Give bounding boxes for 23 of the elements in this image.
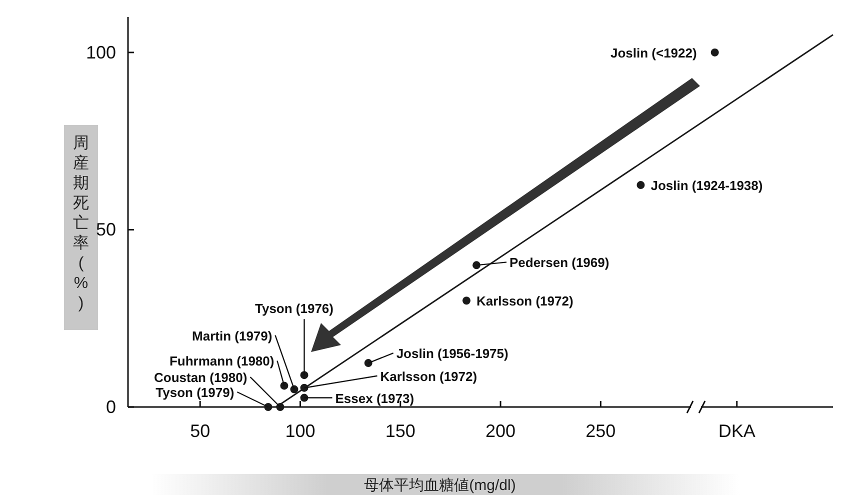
y-tick-label: 50 — [96, 220, 116, 240]
x-tick-label: 250 — [586, 421, 616, 441]
annotation: Martin (1979) — [192, 328, 272, 344]
x-tick-label: 200 — [486, 421, 516, 441]
annotation: Tyson (1976) — [254, 301, 334, 316]
annotation: Joslin (1956-1975) — [396, 346, 508, 362]
x-tick-label: DKA — [718, 421, 756, 441]
annotation: Joslin (1924-1938) — [650, 178, 763, 194]
annotation: Pedersen (1969) — [509, 255, 610, 270]
text: 周産期死亡率(%) — [73, 135, 89, 312]
y-tick-label: 0 — [106, 397, 116, 417]
x-tick-label: 100 — [285, 421, 316, 441]
y-tick-label: 100 — [86, 42, 116, 62]
annotation: Karlsson (1972) — [380, 368, 478, 384]
annotation: Joslin (<1922) — [610, 45, 697, 60]
x-tick-label: 150 — [385, 421, 416, 441]
annotation: Fuhrmann (1980) — [169, 354, 274, 369]
annotation: Karlsson (1972) — [476, 294, 574, 309]
annotation: Tyson (1979) — [156, 385, 234, 400]
x-axis-title: 母体平均血糖値(mg/dl) — [364, 477, 516, 494]
annotation: Coustan (1980) — [154, 370, 248, 385]
annotation: Essex (1973) — [335, 390, 414, 406]
x-tick-label: 50 — [190, 421, 210, 441]
